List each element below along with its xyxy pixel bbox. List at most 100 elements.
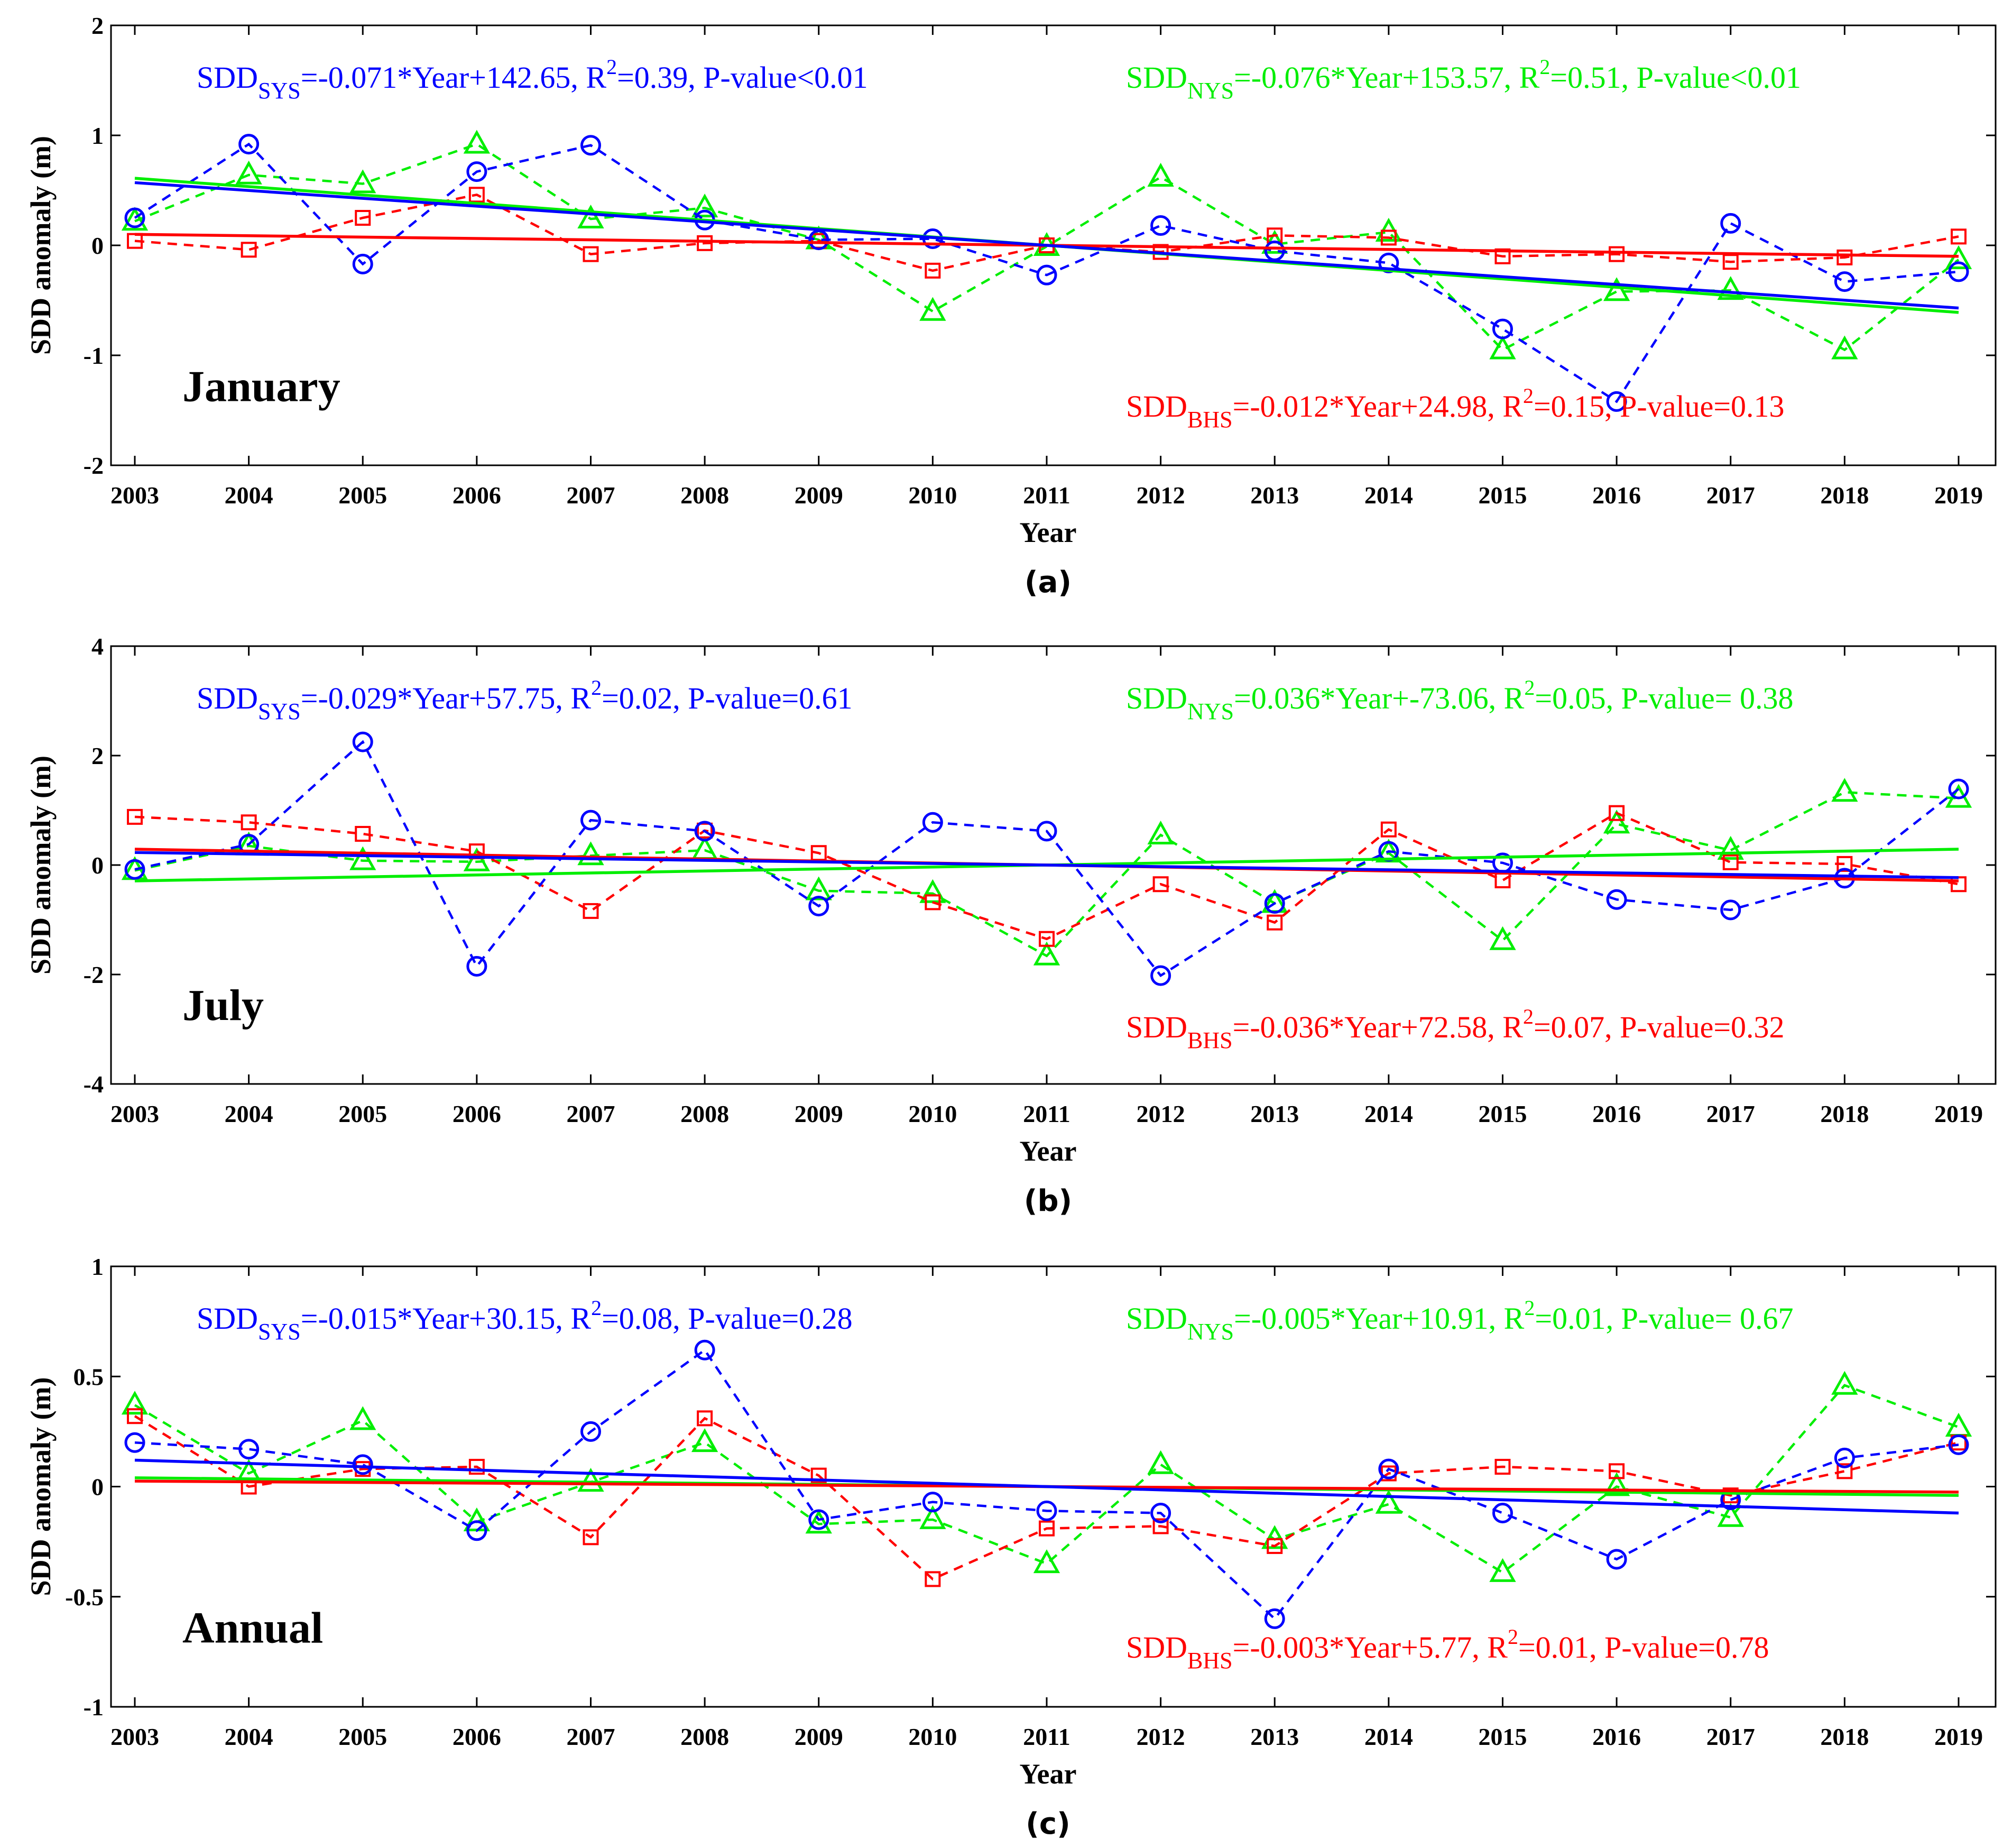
equation-text2: =0.01, P-value=0.78	[1518, 1630, 1769, 1665]
equation-sub: BHS	[1187, 1648, 1233, 1674]
regression-equation-nys: SDDNYS=-0.005*Year+10.91, R2=0.01, P-val…	[1126, 1296, 1793, 1345]
x-tick-label: 2018	[1820, 482, 1869, 509]
series-nys	[121, 778, 1972, 966]
equation-text1: =-0.012*Year+24.98, R	[1233, 389, 1524, 424]
data-point-sys	[694, 821, 715, 842]
data-point-bhs	[127, 233, 143, 249]
data-point-sys	[1264, 1608, 1285, 1629]
x-tick-label: 2017	[1706, 1723, 1755, 1750]
equation-text1: =-0.036*Year+72.58, R	[1233, 1010, 1524, 1044]
data-point-sys	[1036, 264, 1057, 286]
data-point-nys	[1831, 778, 1858, 802]
series-bhs	[127, 1408, 1967, 1587]
y-tick-label: -2	[84, 452, 104, 479]
data-point-nys	[121, 207, 149, 231]
data-point-nys	[577, 1468, 604, 1492]
data-point-nys	[691, 194, 718, 218]
equation-sup: 2	[1539, 55, 1550, 79]
regression-equation-bhs: SDDBHS=-0.003*Year+5.77, R2=0.01, P-valu…	[1126, 1625, 1769, 1674]
data-point-bhs	[583, 246, 599, 262]
series-line-sys	[134, 740, 1960, 978]
data-point-bhs	[1836, 249, 1853, 265]
data-point-bhs	[925, 262, 941, 279]
data-point-nys	[1033, 1549, 1060, 1574]
data-point-bhs	[468, 187, 485, 203]
x-tick-label: 2006	[453, 1723, 501, 1750]
data-point-sys	[1150, 215, 1171, 236]
data-point-bhs	[355, 826, 371, 842]
x-tick-label: 2008	[680, 1723, 729, 1750]
data-point-nys	[1375, 1490, 1402, 1514]
x-tick-label: 2010	[908, 1100, 957, 1127]
data-point-sys	[1834, 271, 1855, 292]
equation-prefix: SDD	[197, 60, 258, 95]
panel-title: July	[182, 981, 264, 1030]
equation-text2: =0.15, P-value=0.13	[1534, 389, 1785, 424]
x-tick-label: 2014	[1364, 1100, 1413, 1127]
x-tick-label: 2015	[1479, 1100, 1527, 1127]
trend-line-sys	[134, 851, 1959, 879]
data-point-nys	[805, 1510, 832, 1534]
data-point-sys	[922, 1492, 943, 1513]
data-point-nys	[1945, 245, 1972, 269]
data-point-bhs	[468, 1459, 485, 1475]
data-point-nys	[463, 847, 491, 871]
regression-equation-nys: SDDNYS=0.036*Year+-73.06, R2=0.05, P-val…	[1126, 676, 1793, 724]
y-tick-label: -1	[84, 342, 104, 369]
equation-prefix: SDD	[1126, 1301, 1187, 1336]
series-sys	[124, 1339, 1969, 1629]
equation-prefix: SDD	[197, 681, 258, 715]
equation-text2: =0.01, P-value= 0.67	[1535, 1301, 1793, 1336]
data-point-nys	[1603, 1472, 1630, 1496]
data-point-nys	[691, 835, 718, 860]
equation-sup: 2	[1523, 384, 1534, 408]
y-tick-label: 2	[91, 742, 104, 769]
data-point-nys	[1261, 1525, 1288, 1549]
y-tick-label: 4	[91, 633, 104, 660]
x-tick-label: 2013	[1250, 482, 1299, 509]
x-tick-label: 2003	[110, 1723, 159, 1750]
data-point-sys	[124, 1432, 145, 1453]
data-point-sys	[238, 134, 260, 155]
x-tick-label: 2004	[225, 1723, 273, 1750]
y-axis-title: SDD anomaly (m)	[25, 756, 57, 974]
x-tick-label: 2015	[1479, 482, 1527, 509]
data-point-sys	[1948, 1434, 1969, 1455]
equation-text2: =0.51, P-value<0.01	[1550, 60, 1801, 95]
x-axis-title: Year	[1020, 517, 1077, 548]
equation-sup: 2	[591, 1296, 602, 1320]
data-point-bhs	[1267, 1538, 1283, 1554]
panel-caption: (c)	[1026, 1807, 1070, 1841]
y-tick-label: 2	[91, 12, 104, 39]
data-point-nys	[1717, 1503, 1744, 1527]
data-point-bhs	[583, 1529, 599, 1546]
x-tick-label: 2009	[795, 482, 843, 509]
data-point-nys	[577, 204, 604, 228]
equation-text1: =-0.029*Year+57.75, R	[301, 681, 592, 715]
data-point-nys	[1603, 277, 1630, 301]
x-tick-label: 2016	[1592, 482, 1641, 509]
panel-2: -4 -2 0 2 4 2003 2004 2005 2006 2007 2008 2009 2010 2…	[25, 633, 1997, 1218]
panel-1: -2 -1 0 1 2 2003 2004 2005 2006 2007 2008 2009 2010 2…	[25, 12, 1997, 600]
equation-text2: =0.08, P-value=0.28	[602, 1301, 853, 1336]
regression-equation-nys: SDDNYS=-0.076*Year+153.57, R2=0.51, P-va…	[1126, 55, 1801, 104]
data-point-sys	[1378, 1458, 1399, 1479]
data-point-nys	[1717, 276, 1744, 300]
series-line-bhs	[134, 1415, 1959, 1581]
y-tick-label: 0	[91, 1474, 104, 1501]
equation-sup: 2	[1524, 676, 1535, 700]
data-point-nys	[121, 1391, 149, 1415]
data-point-sys	[466, 955, 487, 977]
x-tick-label: 2011	[1023, 482, 1070, 509]
y-tick-label: 0	[91, 852, 104, 879]
data-point-nys	[805, 876, 832, 900]
regression-equation-bhs: SDDBHS=-0.012*Year+24.98, R2=0.15, P-val…	[1126, 384, 1785, 433]
y-tick-label: -2	[84, 961, 104, 988]
x-tick-label: 2017	[1706, 482, 1755, 509]
x-tick-label: 2014	[1364, 1723, 1413, 1750]
x-tick-label: 2019	[1934, 482, 1983, 509]
data-point-bhs	[1609, 1463, 1625, 1479]
data-point-bhs	[127, 1408, 143, 1424]
series-line-bhs	[134, 812, 1959, 941]
